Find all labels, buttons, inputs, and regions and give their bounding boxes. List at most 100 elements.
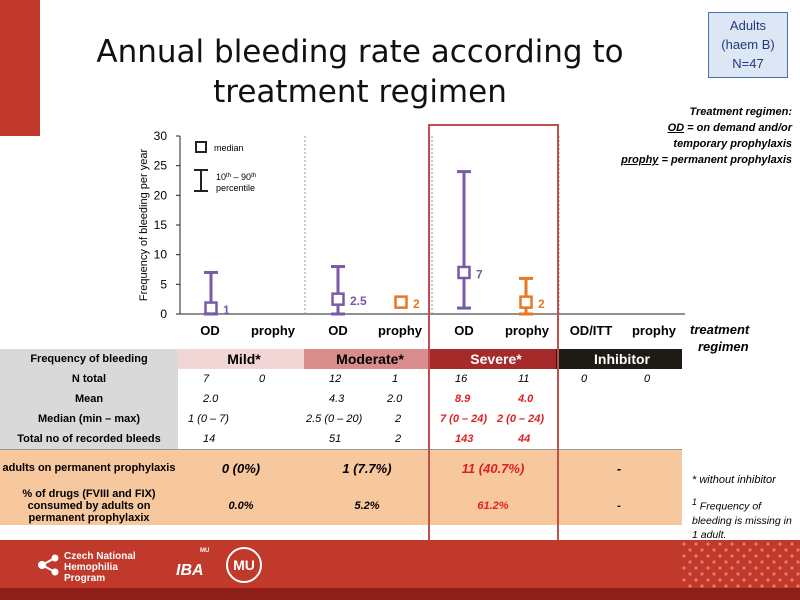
decor-dot	[772, 548, 776, 552]
decor-dot	[742, 578, 746, 582]
footnote-text: Frequency of bleeding is missing in 1 ad…	[692, 500, 792, 541]
series-mild-OD-median-label: 1	[223, 303, 230, 317]
table-cell: 0	[259, 373, 266, 385]
table-cell	[556, 429, 619, 450]
row-label-permanent-prophylaxis: adults on permanent prophylaxis	[0, 449, 178, 487]
prophy-term: prophy	[621, 154, 659, 166]
decor-dot	[778, 554, 782, 558]
x-label-moderate-od: OD	[328, 323, 348, 338]
decor-dot	[766, 566, 770, 570]
decor-dot	[730, 542, 734, 546]
decor-dot	[772, 572, 776, 576]
decor-dot	[718, 566, 722, 570]
decor-dot	[748, 560, 752, 564]
decor-dot	[706, 554, 710, 558]
decor-dot	[718, 542, 722, 546]
decor-dot	[682, 566, 686, 570]
legend-median-marker	[195, 141, 207, 153]
decor-dot	[754, 554, 758, 558]
table-header-label: Frequency of bleeding	[0, 349, 178, 369]
decor-dot	[736, 560, 740, 564]
adults-box-line2: (haem B)	[721, 37, 775, 52]
decor-dot	[706, 578, 710, 582]
decor-dot	[730, 578, 734, 582]
decor-dot	[736, 584, 740, 588]
decor-dot	[760, 548, 764, 552]
legend-median-label: median	[214, 143, 244, 153]
decor-dot	[742, 566, 746, 570]
row-label-median: Median (min – max)	[0, 409, 178, 429]
od-term: OD	[667, 122, 685, 134]
table-cell: 2.5 (0 – 20)	[306, 413, 363, 425]
decor-dot	[682, 542, 686, 546]
table-cell: 61.2%	[430, 487, 556, 525]
decor-dot	[754, 578, 758, 582]
od-definition-a: = on demand and/or	[684, 122, 792, 134]
table-cell: 1 (0 – 7)	[188, 413, 229, 425]
table-cell: 44	[493, 429, 556, 450]
table-cell: 16	[455, 373, 468, 385]
table-cell: 0.0%	[178, 487, 304, 525]
decor-dot	[796, 584, 800, 588]
decor-dot	[796, 548, 800, 552]
table-cell	[241, 429, 304, 450]
decor-dot	[784, 548, 788, 552]
table-cell: 2.0	[203, 393, 219, 405]
table-cell: 4.3	[329, 393, 345, 405]
series-moderate-OD-median-label: 2.5	[350, 294, 367, 308]
slide-title: Annual bleeding rate according to treatm…	[96, 34, 624, 110]
decor-dot	[748, 572, 752, 576]
table-cell: 0	[644, 373, 651, 385]
y-axis-title: Frequency of bleeding per year	[138, 149, 150, 302]
table-cell: 0 (0%)	[178, 449, 304, 487]
decor-dot	[754, 566, 758, 570]
decor-dot	[736, 572, 740, 576]
table-row: Median (min – max) 1 (0 – 7) 2.5 (0 – 20…	[0, 409, 682, 429]
map-dots-decoration	[682, 542, 800, 588]
table-cell: -	[556, 487, 682, 525]
decor-dot	[736, 548, 740, 552]
table-cell: 5.2%	[304, 487, 430, 525]
row-label-drugs-consumed: % of drugs (FVIII and FIX) consumed by a…	[0, 487, 178, 525]
decor-dot	[778, 578, 782, 582]
table-cell	[556, 389, 619, 409]
program-name: Czech National Hemophilia Program	[64, 551, 136, 584]
x-axis-title-b: regimen	[698, 339, 749, 354]
y-tick-label: 10	[154, 248, 168, 262]
y-tick-label: 25	[154, 159, 168, 173]
table-cell	[619, 429, 682, 450]
series-severe-prophy-median-label: 2	[538, 297, 545, 311]
table-cell	[241, 409, 304, 429]
decor-dot	[766, 578, 770, 582]
decor-dot	[754, 542, 758, 546]
table-group-mild: Mild*	[178, 349, 304, 369]
table-cell: 14	[178, 429, 241, 450]
y-tick-label: 30	[154, 129, 168, 143]
series-moderate-prophy-median-marker	[394, 295, 408, 309]
decor-dot	[742, 554, 746, 558]
y-tick-label: 20	[154, 188, 168, 202]
decor-dot	[724, 584, 728, 588]
row-label-n-total: N total	[0, 369, 178, 389]
table-cell: 143	[430, 429, 493, 450]
series-moderate-OD-median-marker	[331, 292, 345, 306]
decor-dot	[694, 542, 698, 546]
regimen-note-title: Treatment regimen:	[689, 106, 793, 118]
data-table: Frequency of bleeding Mild* Moderate* Se…	[0, 349, 682, 525]
iba-mu-label: MU	[200, 548, 210, 554]
table-group-severe: Severe*	[430, 349, 556, 369]
chart: 0 5 10 15 20 25 30 Frequency of bleeding per ye…	[138, 129, 685, 321]
decor-dot	[790, 554, 794, 558]
series-severe-prophy-median-marker	[519, 295, 533, 309]
decor-dot	[700, 572, 704, 576]
x-label-mild-od: OD	[200, 323, 220, 338]
regimen-note: Treatment regimen: OD = on demand and/or…	[560, 104, 792, 168]
legend-range-label-b: percentile	[216, 183, 255, 193]
decor-dot	[748, 548, 752, 552]
table-cell	[619, 389, 682, 409]
table-cell: 11	[518, 373, 530, 385]
table-cell: 0	[581, 373, 588, 385]
decor-dot	[730, 566, 734, 570]
decor-dot	[694, 578, 698, 582]
table-cell: 2 (0 – 24)	[497, 413, 545, 425]
